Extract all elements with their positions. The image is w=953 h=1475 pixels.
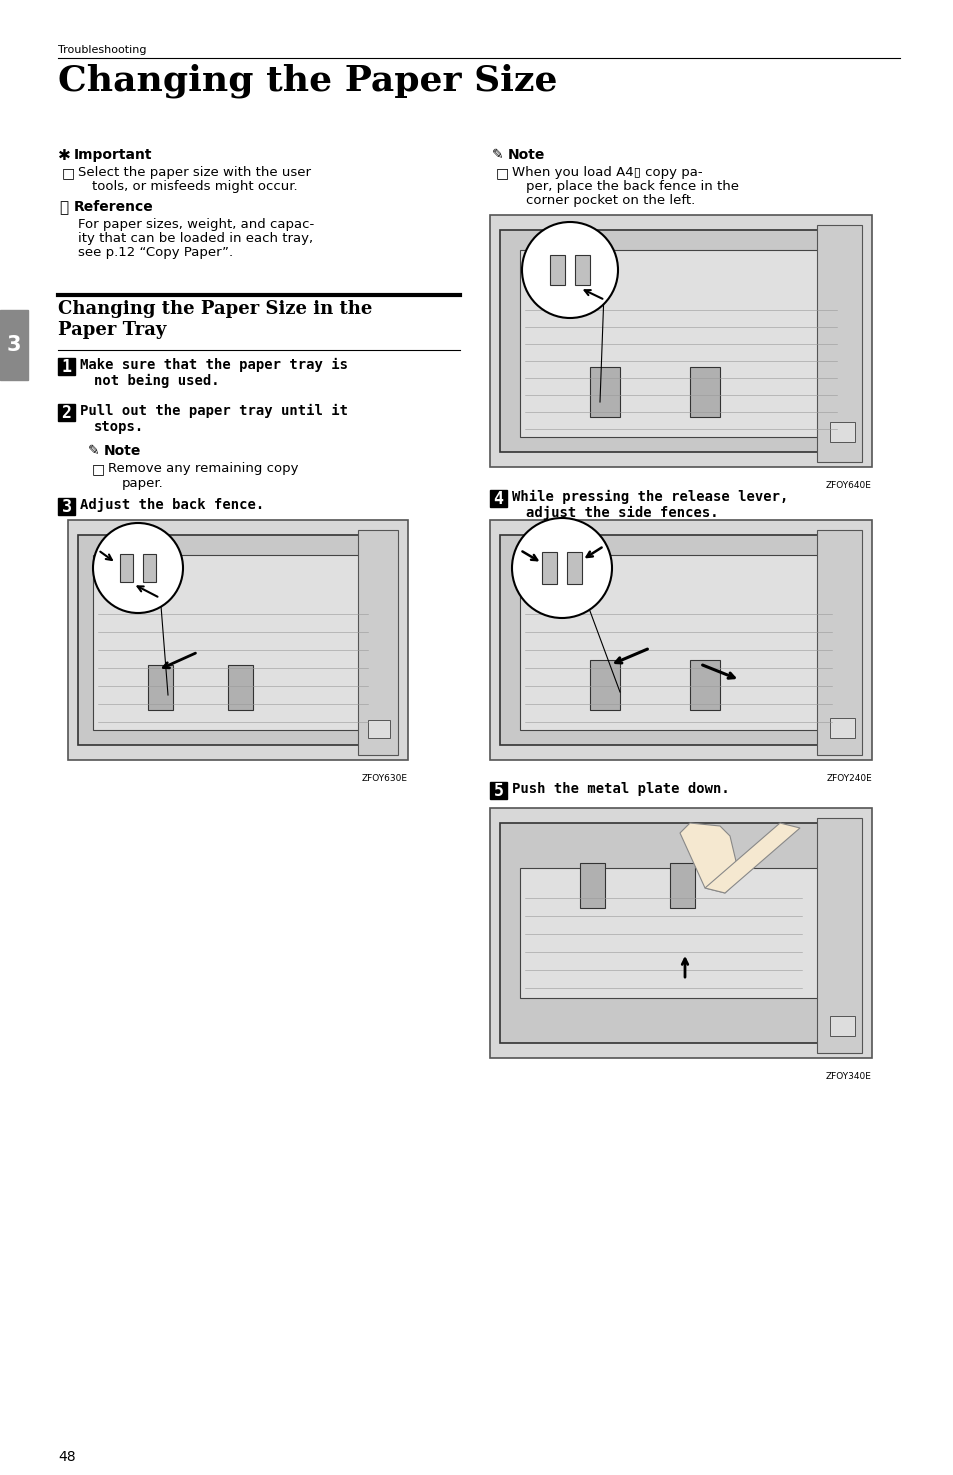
Text: □: □: [496, 167, 509, 180]
Bar: [829, 1016, 854, 1035]
Bar: [689, 659, 720, 709]
Text: Push the metal plate down.: Push the metal plate down.: [512, 782, 729, 796]
Text: 2: 2: [61, 404, 71, 422]
Bar: [490, 808, 871, 1058]
Bar: [499, 230, 862, 451]
Text: 48: 48: [58, 1450, 75, 1465]
Text: Reference: Reference: [74, 201, 153, 214]
Bar: [589, 367, 619, 417]
Text: ity that can be loaded in each tray,: ity that can be loaded in each tray,: [78, 232, 313, 245]
Text: 4: 4: [493, 490, 503, 507]
Text: 3: 3: [61, 497, 71, 515]
Text: Troubleshooting: Troubleshooting: [58, 46, 147, 55]
Text: When you load A4▯ copy pa-: When you load A4▯ copy pa-: [512, 167, 702, 178]
Text: corner pocket on the left.: corner pocket on the left.: [525, 195, 695, 207]
Text: □: □: [91, 462, 105, 476]
Text: Make sure that the paper tray is: Make sure that the paper tray is: [80, 358, 348, 372]
Text: 5: 5: [493, 782, 503, 799]
Text: 3: 3: [7, 335, 21, 355]
Text: see p.12 “Copy Paper”.: see p.12 “Copy Paper”.: [78, 246, 233, 260]
Bar: [499, 535, 862, 745]
Bar: [68, 521, 408, 760]
Bar: [550, 255, 564, 285]
Circle shape: [92, 524, 183, 614]
Text: Adjust the back fence.: Adjust the back fence.: [80, 499, 264, 512]
Circle shape: [512, 518, 612, 618]
Bar: [519, 867, 836, 999]
Bar: [58, 404, 75, 420]
Bar: [58, 499, 75, 515]
Bar: [689, 367, 720, 417]
Text: For paper sizes, weight, and capac-: For paper sizes, weight, and capac-: [78, 218, 314, 232]
Text: stops.: stops.: [94, 420, 144, 434]
Text: ZFOY240E: ZFOY240E: [825, 774, 871, 783]
Polygon shape: [704, 823, 800, 892]
Bar: [589, 659, 619, 709]
Bar: [519, 249, 841, 437]
Text: Important: Important: [74, 148, 152, 162]
Text: ZFOY340E: ZFOY340E: [825, 1072, 871, 1081]
Text: ✱: ✱: [58, 148, 71, 164]
Bar: [0, 310, 28, 381]
Text: □: □: [62, 167, 75, 180]
Text: 1: 1: [61, 357, 71, 376]
Text: Remove any remaining copy: Remove any remaining copy: [108, 462, 298, 475]
Bar: [78, 535, 397, 745]
Bar: [490, 521, 871, 760]
Text: ZFOY630E: ZFOY630E: [361, 774, 408, 783]
Text: Changing the Paper Size: Changing the Paper Size: [58, 63, 557, 97]
Bar: [541, 552, 557, 584]
Bar: [575, 255, 589, 285]
Bar: [816, 530, 862, 755]
Bar: [368, 720, 390, 738]
Bar: [816, 819, 862, 1053]
Text: tools, or misfeeds might occur.: tools, or misfeeds might occur.: [91, 180, 297, 193]
Text: ✎: ✎: [492, 148, 503, 162]
Text: ⌕: ⌕: [59, 201, 68, 215]
Bar: [148, 665, 172, 709]
Text: not being used.: not being used.: [94, 375, 219, 388]
Bar: [490, 490, 506, 507]
Bar: [143, 555, 156, 583]
Text: ZFOY640E: ZFOY640E: [825, 481, 871, 490]
Bar: [566, 552, 581, 584]
Bar: [579, 863, 604, 909]
Circle shape: [521, 223, 618, 319]
Text: per, place the back fence in the: per, place the back fence in the: [525, 180, 739, 193]
Bar: [499, 823, 862, 1043]
Bar: [669, 863, 695, 909]
Bar: [120, 555, 132, 583]
Bar: [829, 422, 854, 442]
Bar: [490, 215, 871, 468]
Bar: [58, 358, 75, 375]
Polygon shape: [679, 823, 740, 892]
Bar: [92, 555, 377, 730]
Text: Pull out the paper tray until it: Pull out the paper tray until it: [80, 404, 348, 417]
Text: Changing the Paper Size in the
Paper Tray: Changing the Paper Size in the Paper Tra…: [58, 299, 372, 339]
Bar: [519, 555, 841, 730]
Bar: [228, 665, 253, 709]
Bar: [829, 718, 854, 738]
Text: ✎: ✎: [88, 444, 99, 459]
Bar: [816, 226, 862, 462]
Text: Note: Note: [507, 148, 545, 162]
Text: While pressing the release lever,: While pressing the release lever,: [512, 490, 787, 504]
Text: Note: Note: [104, 444, 141, 459]
Bar: [357, 530, 397, 755]
Text: Select the paper size with the user: Select the paper size with the user: [78, 167, 311, 178]
Text: adjust the side fences.: adjust the side fences.: [525, 506, 718, 521]
Bar: [490, 782, 506, 799]
Text: paper.: paper.: [122, 476, 164, 490]
